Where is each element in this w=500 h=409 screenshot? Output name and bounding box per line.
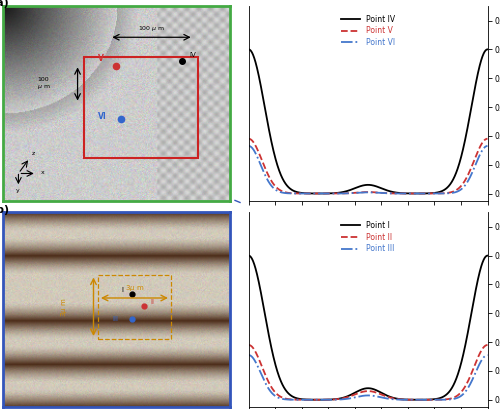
Line: Point VI: Point VI xyxy=(248,146,488,193)
Line: Point V: Point V xyxy=(248,139,488,193)
Point IV xyxy=(384,188,390,193)
Point III xyxy=(308,397,314,402)
Point V xyxy=(427,191,433,196)
Text: z: z xyxy=(32,151,35,156)
Text: y: y xyxy=(16,188,19,193)
Text: (b): (b) xyxy=(0,204,10,215)
Text: 3$\mu$ m: 3$\mu$ m xyxy=(59,298,69,317)
Point II xyxy=(452,395,458,400)
Point VI xyxy=(398,191,404,196)
Point V xyxy=(260,161,266,166)
Point III xyxy=(398,397,404,402)
Point I xyxy=(246,253,252,258)
Point V xyxy=(452,189,458,193)
Point I xyxy=(384,393,390,398)
Point IV xyxy=(246,47,252,52)
Point III xyxy=(427,397,433,402)
Point IV xyxy=(427,191,433,196)
Text: 3$\mu$ m: 3$\mu$ m xyxy=(125,283,144,293)
Text: II: II xyxy=(150,299,154,305)
Point II xyxy=(398,397,404,402)
Point VI xyxy=(452,190,458,195)
Point V xyxy=(398,191,404,196)
Legend: Point IV, Point V, Point VI: Point IV, Point V, Point VI xyxy=(338,11,398,50)
Point IV xyxy=(414,191,420,196)
Point III xyxy=(260,376,266,381)
Point V xyxy=(484,136,490,141)
Text: 100 $\mu$ m: 100 $\mu$ m xyxy=(138,25,165,34)
Point IV xyxy=(484,47,490,52)
Bar xyxy=(98,275,171,339)
Point V xyxy=(414,191,420,196)
Point III xyxy=(484,353,490,357)
Point II xyxy=(484,342,490,347)
Point II xyxy=(427,397,433,402)
Point VI xyxy=(384,191,390,196)
Point II xyxy=(246,342,252,347)
Text: (a): (a) xyxy=(0,0,9,8)
Point III xyxy=(246,353,252,357)
Point V xyxy=(390,191,396,196)
Point IV xyxy=(390,190,396,195)
Line: Point IV: Point IV xyxy=(248,49,488,193)
Point II xyxy=(384,394,390,399)
Text: V: V xyxy=(98,54,104,63)
Point V xyxy=(246,136,252,141)
Legend: Point I, Point II, Point III: Point I, Point II, Point III xyxy=(338,218,398,256)
Point III xyxy=(452,396,458,401)
Point I xyxy=(484,253,490,258)
Point II xyxy=(422,397,428,402)
Line: Point III: Point III xyxy=(248,355,488,400)
Point II xyxy=(390,396,396,401)
Text: x: x xyxy=(41,171,45,175)
Point I xyxy=(415,397,421,402)
Line: Point II: Point II xyxy=(248,345,488,400)
Point I xyxy=(260,303,266,308)
Text: IV: IV xyxy=(189,52,196,58)
Text: III: III xyxy=(112,316,118,322)
Point VI xyxy=(246,144,252,148)
Point IV xyxy=(398,191,404,196)
Point I xyxy=(427,397,433,402)
Text: 100
$\mu$ m: 100 $\mu$ m xyxy=(36,77,50,91)
Bar xyxy=(84,57,198,158)
Point V xyxy=(384,191,390,196)
Point VI xyxy=(417,191,423,196)
Point I xyxy=(452,380,458,385)
Text: I: I xyxy=(121,287,123,293)
Point III xyxy=(391,397,397,402)
Point II xyxy=(260,368,266,373)
Line: Point I: Point I xyxy=(248,256,488,400)
Text: VI: VI xyxy=(98,112,107,121)
Point VI xyxy=(260,169,266,173)
Point IV xyxy=(452,174,458,179)
Point III xyxy=(384,396,390,401)
Point I xyxy=(398,397,404,402)
Point VI xyxy=(390,191,396,196)
Point I xyxy=(390,396,396,400)
Point VI xyxy=(427,191,433,196)
Point IV xyxy=(260,97,266,101)
Point VI xyxy=(484,144,490,148)
